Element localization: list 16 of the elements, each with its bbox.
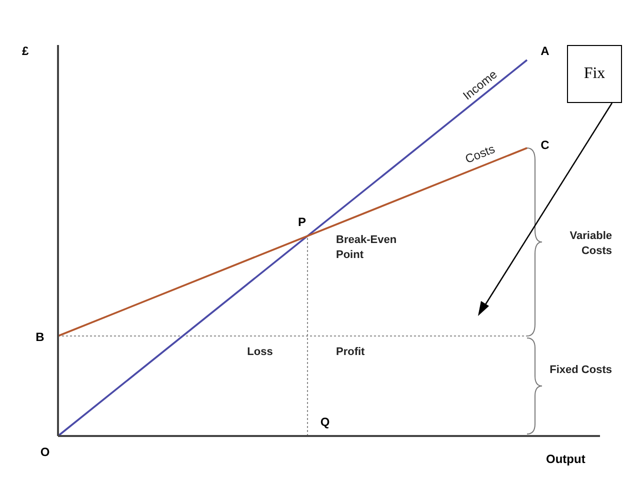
text: Costs xyxy=(462,140,498,168)
annotation: P xyxy=(297,214,308,229)
annotation: B xyxy=(34,330,46,344)
y-axis-title: £ xyxy=(22,44,29,58)
text: O xyxy=(39,445,51,459)
annotation: Q xyxy=(319,415,331,429)
annotation: Break-Even Point xyxy=(336,233,398,263)
annotation: Variable Costs xyxy=(568,229,612,259)
annotation: C xyxy=(540,138,550,152)
annotation: Fixed Costs xyxy=(548,363,612,378)
text: A xyxy=(540,44,550,58)
annotation: Fix xyxy=(584,65,606,83)
annotation: Loss xyxy=(246,345,274,360)
text-box: Fix xyxy=(567,45,622,103)
x-axis-title: Output xyxy=(546,452,586,466)
annotation: Profit xyxy=(336,345,366,360)
